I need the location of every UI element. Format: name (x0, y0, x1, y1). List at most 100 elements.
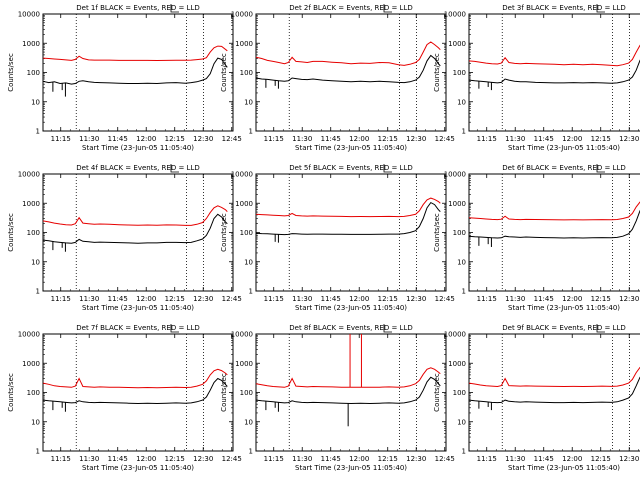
y-tick-label: 100 (240, 229, 253, 237)
x-tick-label: 11:30 (292, 135, 312, 143)
y-tick-label: 10 (457, 258, 466, 266)
x-tick-label: 12:30 (193, 455, 213, 463)
chart-panel-9: Det 9f BLACK = Events, RED = LLD 1 10 100 10… (433, 324, 640, 472)
series-line-events (255, 201, 441, 236)
x-tick-label: 11:15 (477, 295, 497, 303)
series-line-events (42, 377, 228, 405)
chart-panel-2: Det 2f BLACK = Events, RED = LLD 1 10 100 10… (220, 4, 455, 152)
y-tick-label: 1000 (22, 40, 40, 48)
x-axis-label: Start Time (23-Jun-05 11:05:40) (295, 464, 407, 472)
x-tick-label: 12:30 (406, 135, 426, 143)
x-axis-label: Start Time (23-Jun-05 11:05:40) (295, 144, 407, 152)
series-line-events (42, 57, 228, 85)
series-line-lld (468, 44, 640, 67)
x-axis-label: Start Time (23-Jun-05 11:05:40) (508, 144, 620, 152)
x-tick-label: 12:15 (165, 295, 185, 303)
chart-title: Det 7f BLACK = Events, RED = LLD (76, 324, 199, 332)
y-tick-label: 10000 (444, 11, 466, 19)
series-line-lld (42, 205, 228, 226)
y-axis-label: Counts/sec (7, 53, 15, 92)
x-tick-label: 12:00 (136, 295, 156, 303)
x-tick-label: 12:00 (136, 455, 156, 463)
x-tick-label: 11:45 (321, 295, 341, 303)
series-line-lld (42, 45, 228, 62)
x-tick-label: 11:30 (292, 295, 312, 303)
y-tick-label: 10000 (18, 11, 40, 19)
series-line-lld (255, 197, 441, 218)
chart-title: Det 2f BLACK = Events, RED = LLD (289, 4, 412, 12)
x-tick-label: 12:30 (193, 135, 213, 143)
x-tick-label: 12:45 (435, 455, 455, 463)
chart-panel-8: Det 8f BLACK = Events, RED = LLD 1 10 100 10… (220, 324, 455, 472)
x-tick-label: 11:45 (108, 455, 128, 463)
x-axis-label: Start Time (23-Jun-05 11:05:40) (508, 464, 620, 472)
x-axis-label: Start Time (23-Jun-05 11:05:40) (82, 464, 194, 472)
y-tick-label: 10 (457, 418, 466, 426)
y-axis-label: Counts/sec (433, 373, 441, 412)
chart-title: Det 6f BLACK = Events, RED = LLD (502, 164, 625, 172)
x-tick-label: 11:45 (108, 295, 128, 303)
title-bracket-mark (383, 324, 392, 333)
y-tick-label: 10 (457, 98, 466, 106)
x-tick-label: 11:15 (51, 135, 71, 143)
title-bracket-mark (596, 4, 605, 13)
y-tick-label: 10000 (444, 171, 466, 179)
x-tick-label: 12:15 (591, 135, 611, 143)
x-tick-label: 11:45 (534, 455, 554, 463)
x-tick-label: 12:15 (591, 455, 611, 463)
y-tick-label: 1 (462, 448, 466, 456)
y-tick-label: 1 (36, 288, 40, 296)
x-tick-label: 12:15 (378, 295, 398, 303)
y-tick-label: 1000 (22, 360, 40, 368)
series-line-lld (255, 367, 441, 388)
title-bracket-mark (170, 324, 179, 333)
series-line-events (468, 210, 640, 239)
y-tick-label: 1 (249, 128, 253, 136)
chart-panel-7: Det 7f BLACK = Events, RED = LLD 1 10 100 10… (7, 324, 242, 472)
y-tick-label: 1 (462, 128, 466, 136)
x-tick-label: 11:30 (79, 295, 99, 303)
x-tick-label: 12:00 (349, 135, 369, 143)
x-tick-label: 11:45 (321, 135, 341, 143)
x-tick-label: 11:45 (321, 455, 341, 463)
x-tick-label: 12:45 (222, 455, 242, 463)
title-bracket-mark (596, 164, 605, 173)
y-tick-label: 1 (462, 288, 466, 296)
series-line-lld (468, 201, 640, 221)
x-tick-label: 11:30 (292, 455, 312, 463)
y-axis-label: Counts/sec (220, 53, 228, 92)
y-tick-label: 1000 (448, 40, 466, 48)
x-tick-label: 11:30 (505, 455, 525, 463)
x-tick-label: 11:15 (477, 455, 497, 463)
x-tick-label: 11:45 (534, 135, 554, 143)
x-axis-label: Start Time (23-Jun-05 11:05:40) (82, 304, 194, 312)
x-tick-label: 12:45 (222, 295, 242, 303)
x-tick-label: 12:45 (222, 135, 242, 143)
x-tick-label: 12:30 (406, 455, 426, 463)
y-tick-label: 100 (27, 389, 40, 397)
chart-title: Det 4f BLACK = Events, RED = LLD (76, 164, 199, 172)
y-tick-label: 100 (240, 389, 253, 397)
chart-panel-4: Det 4f BLACK = Events, RED = LLD 1 10 100 10… (7, 164, 242, 312)
chart-panel-3: Det 3f BLACK = Events, RED = LLD 1 10 100 10… (433, 4, 640, 152)
y-tick-label: 10 (31, 98, 40, 106)
x-axis-label: Start Time (23-Jun-05 11:05:40) (295, 304, 407, 312)
x-tick-label: 12:30 (406, 295, 426, 303)
x-tick-label: 12:15 (378, 455, 398, 463)
x-tick-label: 11:15 (264, 135, 284, 143)
title-bracket-mark (383, 4, 392, 13)
y-tick-label: 100 (453, 229, 466, 237)
x-tick-label: 12:45 (435, 135, 455, 143)
chart-title: Det 5f BLACK = Events, RED = LLD (289, 164, 412, 172)
series-line-lld (255, 41, 441, 66)
y-tick-label: 1000 (235, 40, 253, 48)
series-line-lld (42, 368, 228, 389)
y-tick-label: 10 (244, 418, 253, 426)
series-line-events (255, 54, 441, 84)
y-tick-label: 10000 (18, 171, 40, 179)
y-tick-label: 100 (27, 69, 40, 77)
y-tick-label: 1000 (448, 360, 466, 368)
y-tick-label: 1000 (22, 200, 40, 208)
x-axis-label: Start Time (23-Jun-05 11:05:40) (82, 144, 194, 152)
